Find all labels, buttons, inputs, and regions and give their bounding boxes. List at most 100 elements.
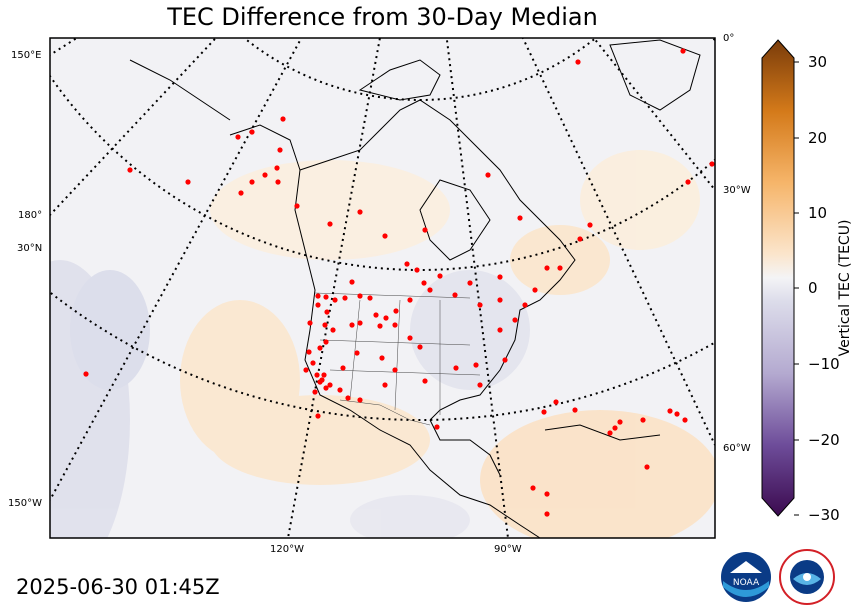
station-marker xyxy=(349,279,355,285)
station-marker xyxy=(393,308,399,314)
lon-label-90w: 90°W xyxy=(494,544,522,555)
station-marker xyxy=(575,59,581,65)
station-marker xyxy=(345,395,351,401)
station-marker xyxy=(315,302,321,308)
station-marker xyxy=(315,293,321,299)
station-marker xyxy=(392,367,398,373)
station-marker xyxy=(238,190,244,196)
graticule xyxy=(50,38,715,538)
station-marker xyxy=(497,297,503,303)
station-marker xyxy=(185,179,191,185)
station-marker xyxy=(303,367,309,373)
station-marker xyxy=(367,295,373,301)
station-marker xyxy=(682,417,688,423)
map-frame xyxy=(49,37,716,539)
station-marker xyxy=(477,382,483,388)
state-border xyxy=(319,339,471,346)
lon-label-150w: 150°W xyxy=(8,498,42,509)
station-marker xyxy=(323,385,329,391)
station-marker xyxy=(414,267,420,273)
svg-text:NOAA: NOAA xyxy=(733,578,760,588)
station-marker xyxy=(437,273,443,279)
station-marker xyxy=(310,360,316,366)
station-marker xyxy=(532,287,538,293)
tec-field xyxy=(50,150,715,538)
hudson-bay xyxy=(419,179,491,261)
graticule-lon-90w xyxy=(445,38,509,538)
greenland xyxy=(609,39,701,111)
tec-positive-region xyxy=(480,410,715,538)
station-marker xyxy=(467,280,473,286)
map-area xyxy=(50,38,715,538)
station-marker xyxy=(407,297,413,303)
coastlines xyxy=(129,39,701,538)
colorbar xyxy=(761,39,799,517)
pacific-coastline xyxy=(229,124,541,538)
station-marker xyxy=(685,179,691,185)
station-marker xyxy=(280,116,286,122)
station-marker xyxy=(404,261,410,267)
state-border xyxy=(349,299,361,401)
station-marker xyxy=(312,389,318,395)
station-marker xyxy=(357,397,363,403)
station-marker xyxy=(323,339,329,345)
station-marker xyxy=(327,382,333,388)
graticule-lon-0 xyxy=(710,38,715,41)
station-marker xyxy=(553,399,559,405)
graticule-lon-180 xyxy=(50,38,218,216)
noaa-logo: NOAA xyxy=(721,552,771,602)
station-marker xyxy=(274,165,280,171)
lon-label-60w: 60°W xyxy=(723,443,751,454)
station-marker xyxy=(349,322,355,328)
station-marker xyxy=(497,274,503,280)
station-marker xyxy=(485,172,491,178)
station-marker xyxy=(382,233,388,239)
lon-label-120w: 120°W xyxy=(270,544,304,555)
tec-positive-region xyxy=(210,160,450,260)
station-marker xyxy=(407,335,413,341)
station-marker xyxy=(422,378,428,384)
colorbar-tick-label: −20 xyxy=(808,431,840,449)
tec-negative-region xyxy=(350,495,470,538)
station-marker xyxy=(502,357,508,363)
station-marker xyxy=(323,294,329,300)
colorbar-tick-label: 20 xyxy=(808,129,828,147)
station-marker xyxy=(337,387,343,393)
tec-negative-region xyxy=(70,270,150,390)
station-marker xyxy=(332,297,338,303)
colorbar-tick-label: −10 xyxy=(808,355,840,373)
station-marker xyxy=(644,464,650,470)
station-marker xyxy=(317,345,323,351)
station-marker xyxy=(612,425,618,431)
lat-label-30n: 30°N xyxy=(17,243,43,254)
graticule-lat-30 xyxy=(50,291,715,421)
station-marker xyxy=(377,323,383,329)
station-marker xyxy=(314,372,320,378)
station-marker xyxy=(235,134,241,140)
station-marker xyxy=(307,320,313,326)
gulf-coastline xyxy=(429,419,501,476)
station-marker xyxy=(306,349,312,355)
colorbar-tick-label: −30 xyxy=(808,506,840,524)
station-marker xyxy=(541,409,547,415)
station-marker xyxy=(275,179,281,185)
tec-positive-region xyxy=(210,395,430,485)
colorbar-tick-label: 0 xyxy=(808,279,818,297)
station-marker xyxy=(83,371,89,377)
station-marker xyxy=(607,430,613,436)
station-marker xyxy=(127,167,133,173)
station-marker xyxy=(357,209,363,215)
tec-negative-region xyxy=(410,270,530,390)
station-marker xyxy=(452,292,458,298)
station-marker xyxy=(340,365,346,371)
station-marker xyxy=(680,48,686,54)
state-border xyxy=(394,299,401,411)
station-marker xyxy=(557,265,563,271)
station-marker xyxy=(512,317,518,323)
station-marker xyxy=(477,302,483,308)
state-borders xyxy=(314,292,481,426)
station-marker xyxy=(587,222,593,228)
colorbar-bar xyxy=(761,39,795,517)
tec-positive-region xyxy=(510,225,610,295)
station-marker xyxy=(327,221,333,227)
